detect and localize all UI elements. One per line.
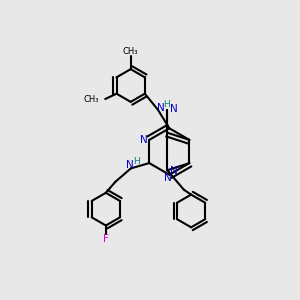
Text: H: H (163, 100, 170, 109)
Text: N: N (157, 103, 164, 113)
Text: N: N (164, 173, 172, 183)
Text: CH₃: CH₃ (83, 94, 99, 103)
Text: F: F (103, 234, 109, 244)
Text: N: N (140, 135, 148, 145)
Text: CH₃: CH₃ (123, 47, 138, 56)
Text: N: N (170, 104, 178, 114)
Text: N: N (170, 166, 178, 176)
Text: N: N (126, 160, 134, 170)
Text: H: H (133, 158, 140, 166)
